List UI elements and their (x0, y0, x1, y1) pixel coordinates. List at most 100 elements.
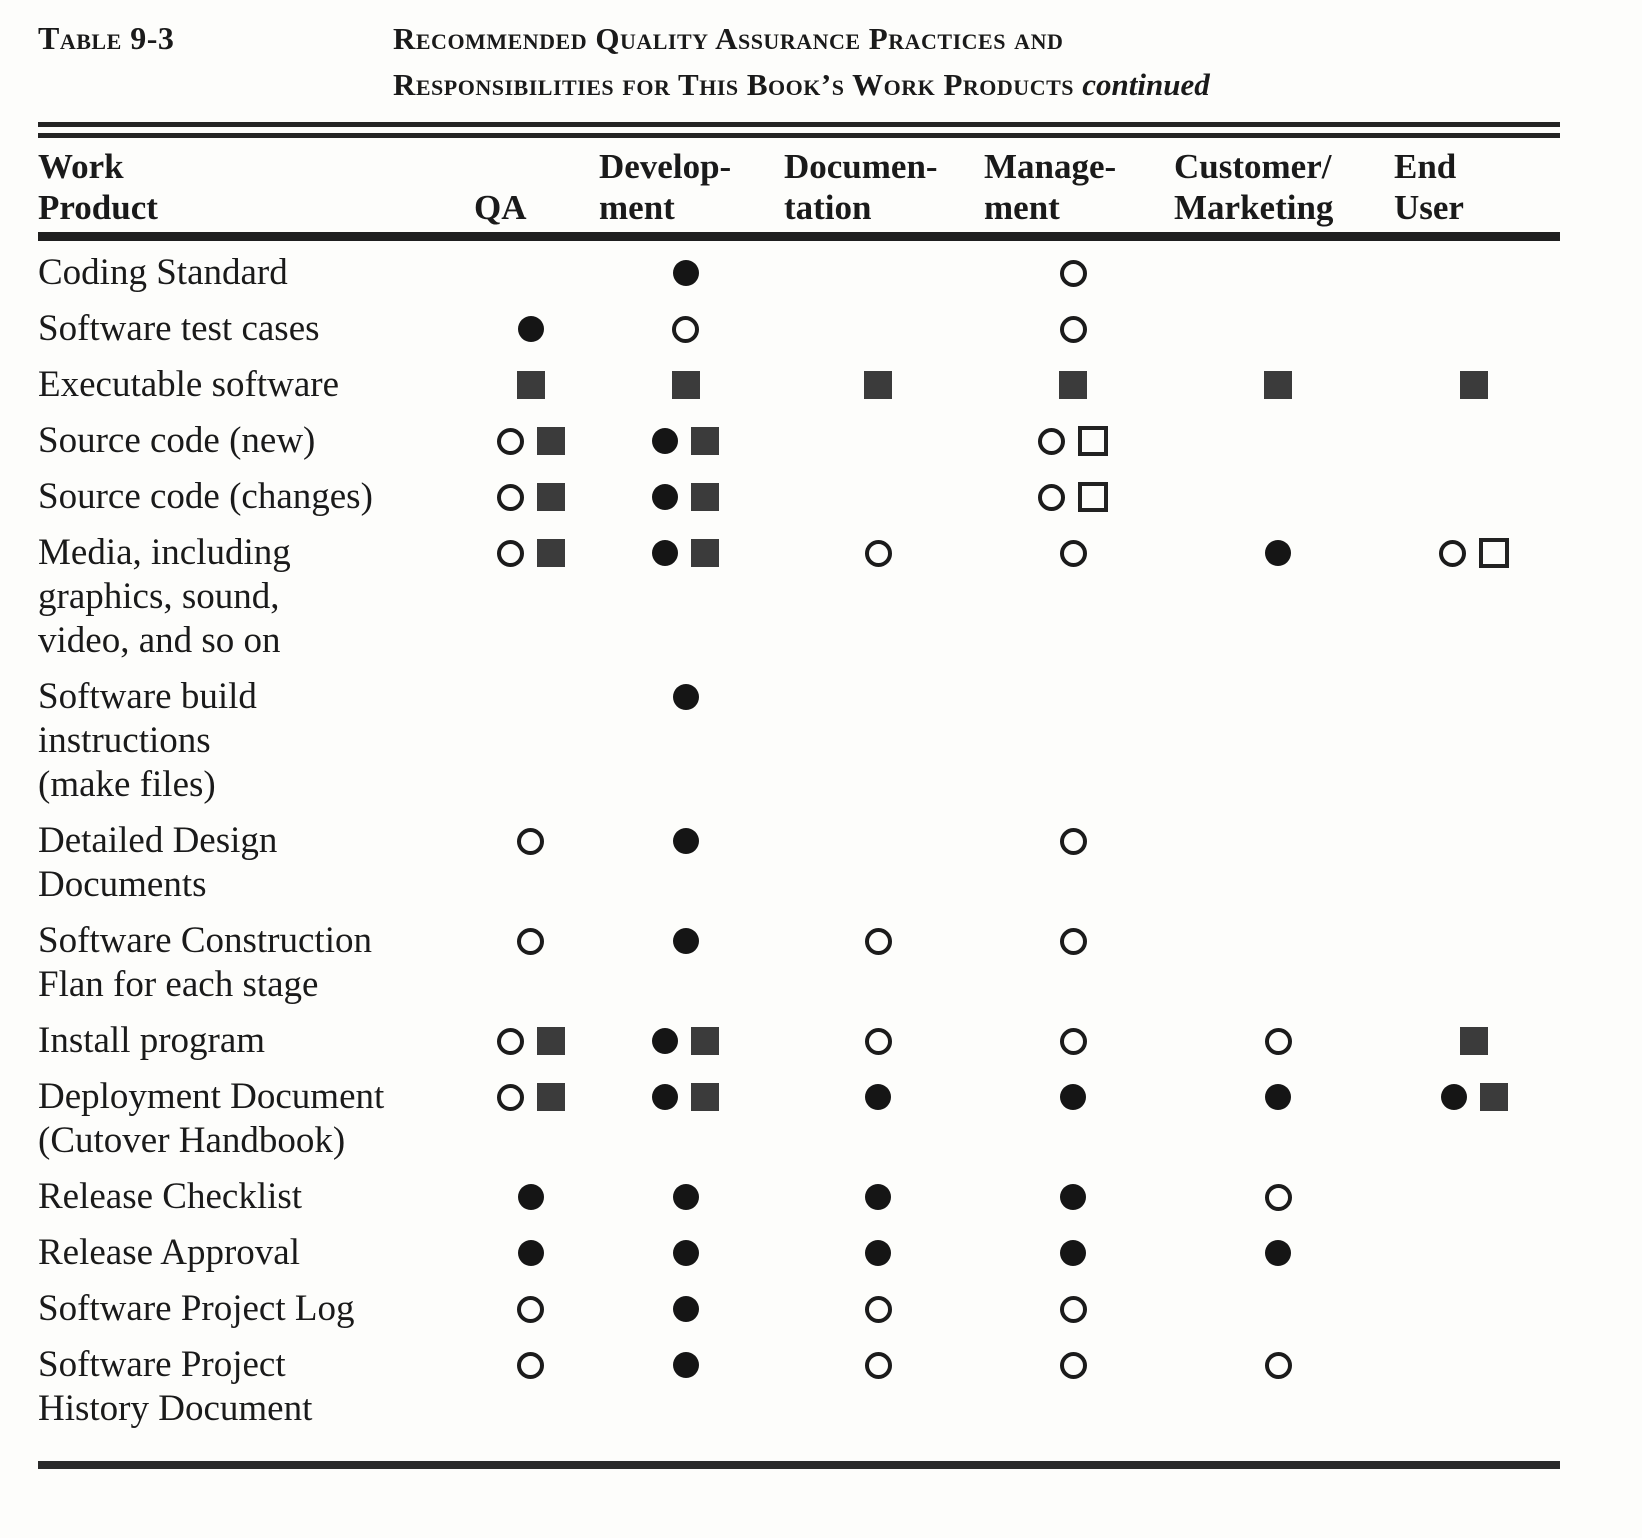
mark-cell-customer_marketing (1168, 531, 1388, 575)
mark-cell-end_user (1388, 307, 1560, 351)
table-header-row: Work Product QA Develop-ment Documen-tation M… (38, 146, 1560, 228)
column-header-customer_marketing: Customer/Marketing (1174, 147, 1334, 227)
filled-square-icon (1479, 1083, 1508, 1111)
mark-cell-development (593, 475, 778, 519)
open-circle-icon (496, 1028, 524, 1055)
open-circle-icon (864, 1028, 892, 1055)
work-product-cell: Executable software (38, 364, 339, 405)
table-body: Coding Standard Software test cases Execut… (38, 251, 1560, 1431)
mark-cell-development (593, 675, 778, 719)
open-circle-icon (1439, 540, 1466, 567)
table-row: Release Approval (38, 1231, 1560, 1275)
mark-cell-customer_marketing (1168, 307, 1388, 351)
filled-circle-icon (1060, 1240, 1086, 1266)
mark-cell-end_user (1388, 1175, 1560, 1219)
mark-cell-development (593, 819, 778, 863)
mark-cell-customer_marketing (1168, 475, 1388, 519)
column-header-management: Manage-ment (984, 147, 1117, 227)
work-product-cell: Source code (new) (38, 420, 316, 461)
filled-square-icon (691, 539, 719, 567)
table-row: Source code (changes) (38, 475, 1560, 519)
mark-cell-management (978, 1231, 1168, 1275)
mark-cell-qa (468, 919, 593, 963)
mark-cell-customer_marketing (1168, 819, 1388, 863)
open-square-icon (1078, 482, 1108, 512)
mark-cell-customer_marketing (1168, 1075, 1388, 1119)
mark-cell-documentation (778, 1287, 978, 1331)
filled-square-icon (1059, 371, 1087, 399)
filled-square-icon (691, 483, 719, 511)
open-circle-icon (496, 484, 524, 511)
mark-cell-end_user (1388, 475, 1560, 519)
mark-cell-qa (468, 1343, 593, 1387)
mark-cell-end_user (1388, 1343, 1560, 1387)
filled-circle-icon (672, 1184, 699, 1210)
work-product-cell: Release Approval (38, 1232, 300, 1273)
column-header-development: Develop-ment (599, 147, 732, 227)
open-circle-icon (864, 540, 892, 567)
mark-cell-documentation (778, 919, 978, 963)
open-square-icon (1078, 426, 1108, 456)
open-circle-icon (1059, 316, 1087, 343)
work-product-cell: Source code (changes) (38, 476, 373, 517)
mark-cell-customer_marketing (1168, 1175, 1388, 1219)
table-title-line1: Recommended Quality Assurance Practices … (393, 21, 1064, 56)
filled-circle-icon (672, 828, 699, 854)
filled-circle-icon (865, 1240, 891, 1266)
filled-circle-icon (1060, 1084, 1086, 1110)
mark-cell-management (978, 1075, 1168, 1119)
mark-cell-development (593, 251, 778, 295)
filled-square-icon (1460, 371, 1488, 399)
filled-circle-icon (1060, 1184, 1086, 1210)
open-square-icon (1479, 538, 1509, 568)
mark-cell-documentation (778, 307, 978, 351)
open-circle-icon (1264, 1028, 1292, 1055)
mark-cell-qa (468, 675, 593, 719)
mark-cell-documentation (778, 675, 978, 719)
mark-cell-documentation (778, 1343, 978, 1387)
filled-circle-icon (672, 1240, 699, 1266)
open-circle-icon (1264, 1184, 1292, 1211)
work-product-cell: Detailed Design Documents (38, 820, 278, 905)
work-product-cell: Software Project History Document (38, 1344, 313, 1429)
mark-cell-management (978, 531, 1168, 575)
mark-cell-management (978, 307, 1168, 351)
open-circle-icon (517, 1352, 544, 1379)
mark-cell-customer_marketing (1168, 675, 1388, 719)
work-product-cell: Release Checklist (38, 1176, 303, 1217)
filled-circle-icon (517, 1184, 544, 1210)
mark-cell-qa (468, 1075, 593, 1119)
mark-cell-end_user (1388, 1231, 1560, 1275)
mark-cell-customer_marketing (1168, 1019, 1388, 1063)
work-product-cell: Install program (38, 1020, 266, 1061)
work-product-cell: Coding Standard (38, 252, 288, 293)
open-circle-icon (517, 928, 544, 955)
table-title-line2-text: Responsibilities for This Book’s Work Pr… (393, 67, 1074, 102)
mark-cell-customer_marketing (1168, 251, 1388, 295)
mark-cell-qa (468, 251, 593, 295)
work-product-cell: Software Construction Flan for each stage (38, 920, 372, 1005)
mark-cell-end_user (1388, 1019, 1560, 1063)
open-circle-icon (496, 1084, 524, 1111)
mark-cell-management (978, 1343, 1168, 1387)
mark-cell-documentation (778, 819, 978, 863)
mark-cell-management (978, 363, 1168, 407)
continued-note: continued (1082, 67, 1210, 102)
mark-cell-customer_marketing (1168, 1287, 1388, 1331)
open-circle-icon (1059, 260, 1087, 287)
column-header-end_user: End User (1394, 147, 1464, 227)
open-circle-icon (517, 1296, 544, 1323)
open-circle-icon (1059, 540, 1087, 567)
mark-cell-end_user (1388, 419, 1560, 463)
open-circle-icon (496, 540, 524, 567)
open-circle-icon (1059, 1028, 1087, 1055)
bottom-rule (38, 1461, 1560, 1469)
mark-cell-customer_marketing (1168, 363, 1388, 407)
filled-circle-icon (652, 1028, 678, 1054)
open-circle-icon (1059, 1296, 1087, 1323)
table-row: Software Construction Flan for each stage (38, 919, 1560, 1007)
mark-cell-end_user (1388, 1287, 1560, 1331)
mark-cell-management (978, 1019, 1168, 1063)
mark-cell-documentation (778, 531, 978, 575)
table-row: Detailed Design Documents (38, 819, 1560, 907)
